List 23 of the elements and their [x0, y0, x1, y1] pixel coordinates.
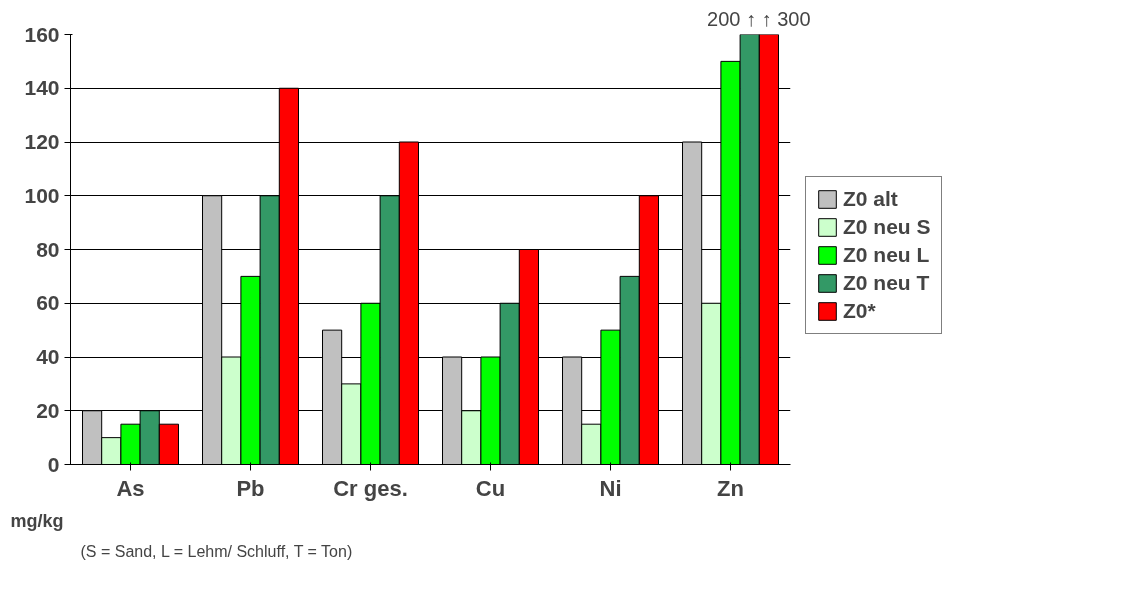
y-tick-label: 80	[36, 237, 60, 261]
y-tick-label: 0	[47, 452, 60, 476]
y-tick-label: 100	[24, 183, 60, 207]
x-tick-label: Zn	[717, 475, 744, 501]
x-tick-label: Cu	[475, 475, 506, 501]
text: mg/kg	[10, 510, 64, 531]
legend-label: Z0 neu S	[843, 215, 931, 239]
y-tick-label: 120	[24, 130, 60, 153]
legend-label: Z0 alt	[843, 187, 898, 211]
y-tick-label: 140	[24, 76, 60, 100]
x-tick-label: Pb	[236, 475, 265, 501]
legend-label: Z0 neu T	[843, 271, 930, 295]
legend-label: Z0*	[843, 299, 876, 323]
text: (S = Sand, L = Lehm/ Schluff, T = Ton)	[80, 542, 353, 560]
y-tick-label: 60	[36, 291, 60, 315]
x-tick-label: Cr ges.	[333, 475, 408, 501]
text: 200 ↑ ↑ 300	[707, 7, 811, 30]
y-tick-label: 20	[36, 398, 60, 422]
x-tick-label: As	[116, 475, 145, 501]
y-tick-label: 160	[24, 22, 60, 46]
legend-label: Z0 neu L	[843, 243, 930, 267]
x-tick-label: Ni	[599, 475, 622, 501]
y-tick-label: 40	[36, 345, 60, 368]
